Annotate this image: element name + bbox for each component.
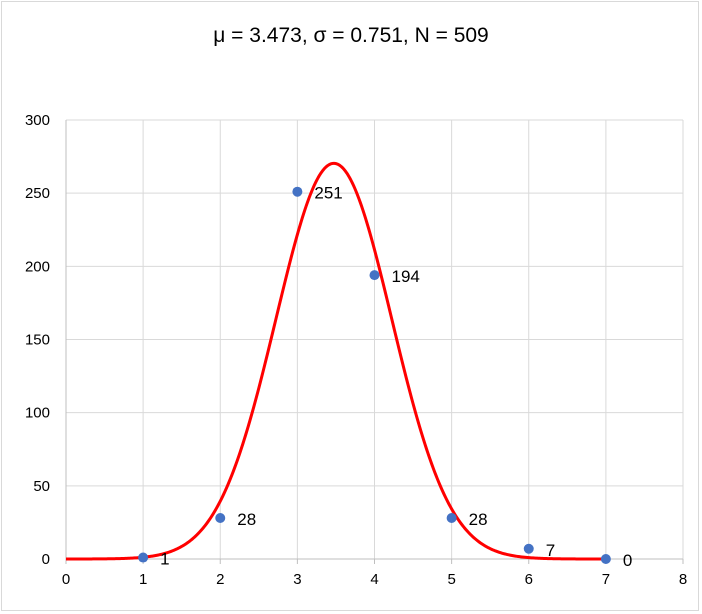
- y-tick-label: 200: [25, 258, 50, 275]
- points-layer: [138, 186, 611, 564]
- y-tick-label: 250: [25, 185, 50, 202]
- x-tick-label: 5: [447, 571, 455, 588]
- grid-layer: [66, 119, 684, 559]
- data-point: [523, 543, 534, 554]
- data-point: [292, 186, 303, 197]
- labels-layer: 1 28 251 194 28 7 0: [160, 184, 632, 570]
- data-label: 251: [314, 184, 342, 203]
- data-label: 7: [546, 541, 555, 560]
- x-tick-label: 4: [370, 571, 378, 588]
- x-tick-label: 8: [679, 571, 687, 588]
- x-tick-label: 6: [525, 571, 533, 588]
- x-tick-label: 0: [62, 571, 70, 588]
- data-point: [215, 513, 226, 524]
- x-tick-label: 7: [602, 571, 610, 588]
- chart-title: μ = 3.473, σ = 0.751, N = 509: [213, 24, 489, 47]
- data-label: 1: [160, 550, 169, 569]
- y-tick-label: 100: [25, 405, 50, 422]
- data-point: [446, 513, 457, 524]
- y-tick-label: 150: [25, 332, 50, 349]
- data-label: 0: [623, 551, 632, 570]
- data-point: [600, 554, 611, 564]
- x-tick-label: 1: [139, 571, 147, 588]
- x-tick-label: 2: [216, 571, 224, 588]
- data-label: 28: [237, 510, 256, 529]
- y-tick-label: 50: [33, 478, 50, 495]
- data-label: 28: [469, 510, 488, 529]
- data-label: 194: [392, 267, 420, 286]
- y-tick-label: 300: [25, 112, 50, 129]
- data-point: [138, 552, 149, 563]
- normal-curve-line: [65, 161, 607, 561]
- y-tick-label: 0: [42, 551, 50, 568]
- x-tick-label: 3: [293, 571, 301, 588]
- data-point: [369, 270, 380, 281]
- curve-layer: [65, 161, 607, 561]
